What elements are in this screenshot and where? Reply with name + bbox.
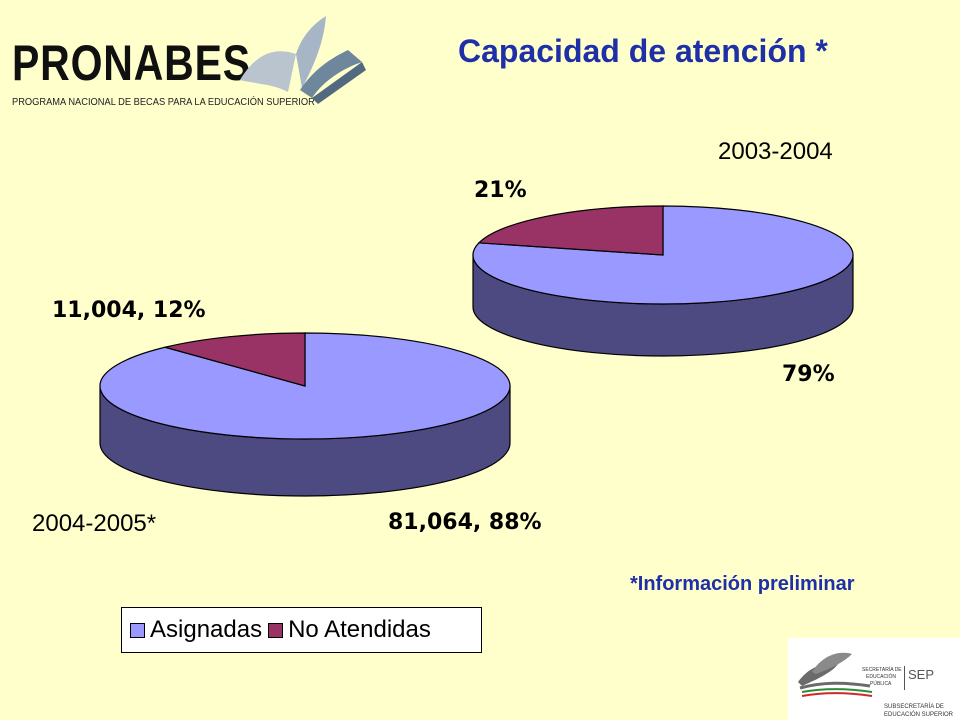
pie-slice-2004-no-atendidas xyxy=(162,332,306,387)
sep-text-line: EDUCACIÓN xyxy=(866,674,897,680)
sep-text-line: EDUCACIÓN SUPERIOR xyxy=(884,712,954,718)
sep-text-line: PÚBLICA xyxy=(870,681,892,687)
legend-swatch-no-atendidas xyxy=(268,622,284,638)
chart-title-2003-2004: 2003-2004 xyxy=(718,138,833,165)
data-label-2004-asignadas: 81,064, 88% xyxy=(388,510,542,535)
legend-swatch-asignadas xyxy=(130,622,145,638)
sep-text-line: SUBSECRETARÍA DE xyxy=(884,704,944,710)
chart-legend: Asignadas No Atendidas xyxy=(121,607,482,653)
sep-text-line: SECRETARÍA DE xyxy=(862,667,902,673)
page-title: Capacidad de atención * xyxy=(458,33,828,69)
chart-title-2004-2005: 2004-2005* xyxy=(32,510,157,537)
legend-label: Asignadas xyxy=(150,616,263,643)
data-label-2003-asignadas: 79% xyxy=(782,362,835,387)
pie-slice-2003-asignadas xyxy=(472,205,854,305)
data-label-2003-no-atendidas: 21% xyxy=(474,178,527,203)
eagle-emblem-icon xyxy=(798,652,873,697)
sep-logo: SECRETARÍA DE EDUCACIÓN PÚBLICA SEP SUBS… xyxy=(788,638,960,720)
pie-slice-2003-no-atendidas xyxy=(477,205,664,256)
sep-divider xyxy=(904,666,905,690)
sep-mark: SEP xyxy=(908,667,935,682)
legend-item-no-atendidas: No Atendidas xyxy=(268,616,431,644)
logo-wordmark: PRONABES xyxy=(12,35,251,91)
legend-item-asignadas: Asignadas xyxy=(130,616,262,644)
legend-label: No Atendidas xyxy=(288,616,431,643)
pie-slice-2004-asignadas xyxy=(99,332,511,440)
footnote: *Información preliminar xyxy=(630,573,855,595)
book-logo-icon xyxy=(240,16,366,104)
logo-subtitle: PROGRAMA NACIONAL DE BECAS PARA LA EDUCA… xyxy=(12,97,315,108)
data-label-2004-no-atendidas: 11,004, 12% xyxy=(52,298,206,323)
